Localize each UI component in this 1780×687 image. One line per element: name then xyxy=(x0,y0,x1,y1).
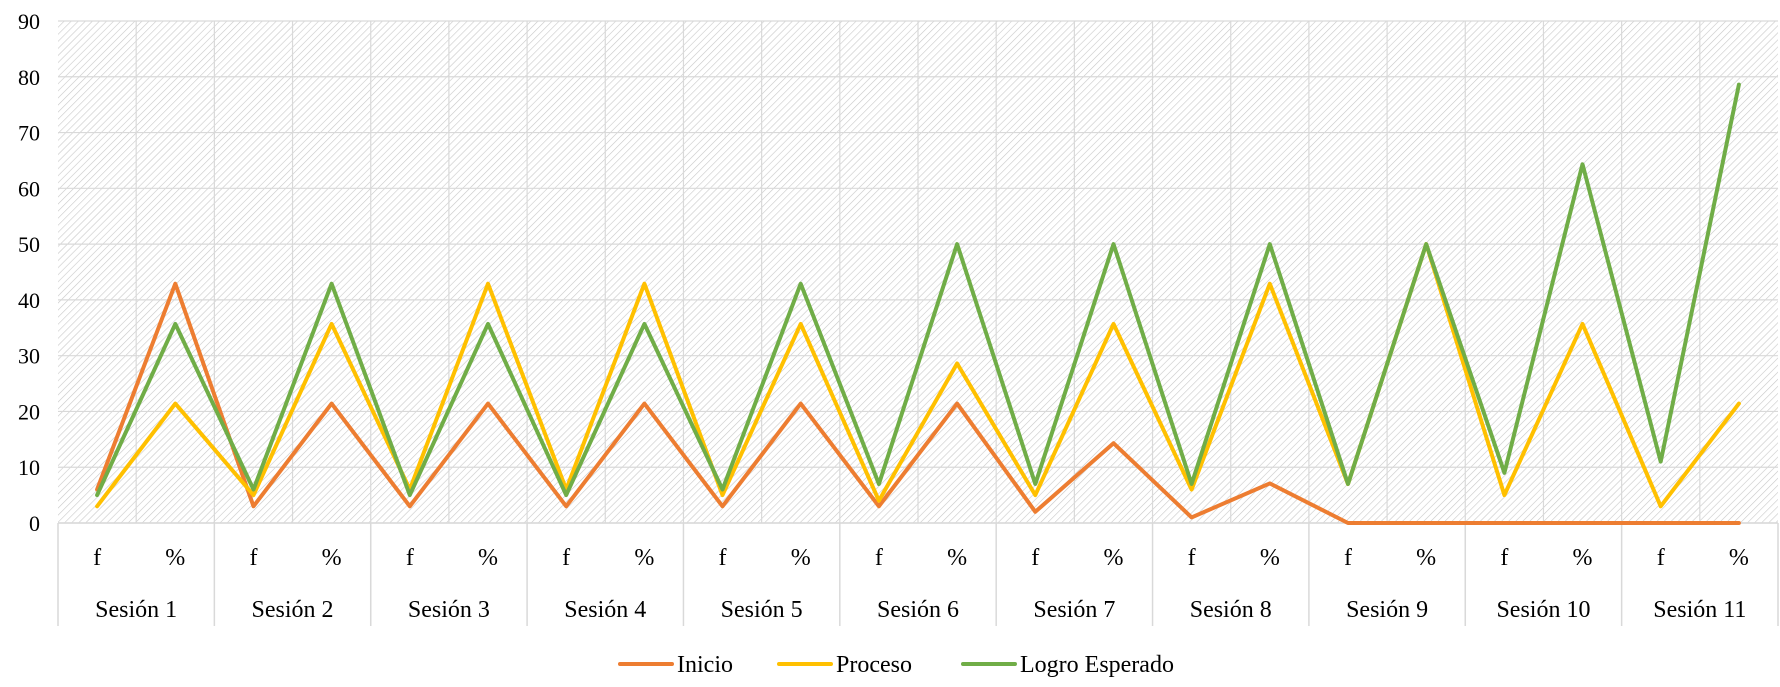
x-subcategory-label: f xyxy=(1188,545,1196,571)
x-subcategory-label: f xyxy=(93,545,101,571)
x-subcategory-label: f xyxy=(406,545,414,571)
y-tick-label: 40 xyxy=(18,288,40,313)
x-subcategory-label: % xyxy=(165,545,185,571)
y-tick-label: 10 xyxy=(18,455,40,480)
y-tick-label: 90 xyxy=(18,9,40,34)
x-subcategory-label: f xyxy=(1500,545,1508,571)
y-tick-label: 80 xyxy=(18,65,40,90)
legend-label: Proceso xyxy=(836,652,912,678)
x-subcategory-label: % xyxy=(1573,545,1593,571)
legend-label: Logro Esperado xyxy=(1020,652,1174,678)
x-group-label: Sesión 7 xyxy=(1033,597,1115,623)
x-subcategory-label: % xyxy=(1729,545,1749,571)
x-group-label: Sesión 1 xyxy=(95,597,177,623)
x-subcategory-label: % xyxy=(947,545,967,571)
x-subcategory-label: % xyxy=(478,545,498,571)
x-subcategory-label: % xyxy=(322,545,342,571)
x-group-label: Sesión 4 xyxy=(564,597,646,623)
x-group-label: Sesión 11 xyxy=(1653,597,1746,623)
y-tick-label: 70 xyxy=(18,121,40,146)
x-subcategory-label: % xyxy=(791,545,811,571)
x-subcategory-label: f xyxy=(562,545,570,571)
x-subcategory-label: f xyxy=(1657,545,1665,571)
x-subcategory-label: f xyxy=(719,545,727,571)
y-tick-label: 30 xyxy=(18,344,40,369)
series-line-1 xyxy=(95,242,1741,509)
x-subcategory-label: % xyxy=(1103,545,1123,571)
y-tick-label: 50 xyxy=(18,232,40,257)
x-group-label: Sesión 8 xyxy=(1190,597,1272,623)
x-group-label: Sesión 6 xyxy=(877,597,959,623)
x-subcategory-label: % xyxy=(634,545,654,571)
y-tick-label: 20 xyxy=(18,399,40,424)
y-tick-label: 0 xyxy=(29,511,40,536)
x-group-label: Sesión 10 xyxy=(1496,597,1590,623)
x-subcategory-label: f xyxy=(1031,545,1039,571)
series-line-0 xyxy=(95,281,1741,525)
y-tick-label: 60 xyxy=(18,176,40,201)
x-group-label: Sesión 9 xyxy=(1346,597,1428,623)
x-group-label: Sesión 2 xyxy=(252,597,334,623)
x-subcategory-label: f xyxy=(249,545,257,571)
series-line-2 xyxy=(95,82,1741,498)
x-subcategory-label: f xyxy=(875,545,883,571)
x-group-label: Sesión 3 xyxy=(408,597,490,623)
x-subcategory-label: % xyxy=(1260,545,1280,571)
x-subcategory-label: f xyxy=(1344,545,1352,571)
legend-label: Inicio xyxy=(677,652,733,678)
x-group-label: Sesión 5 xyxy=(721,597,803,623)
x-subcategory-label: % xyxy=(1416,545,1436,571)
